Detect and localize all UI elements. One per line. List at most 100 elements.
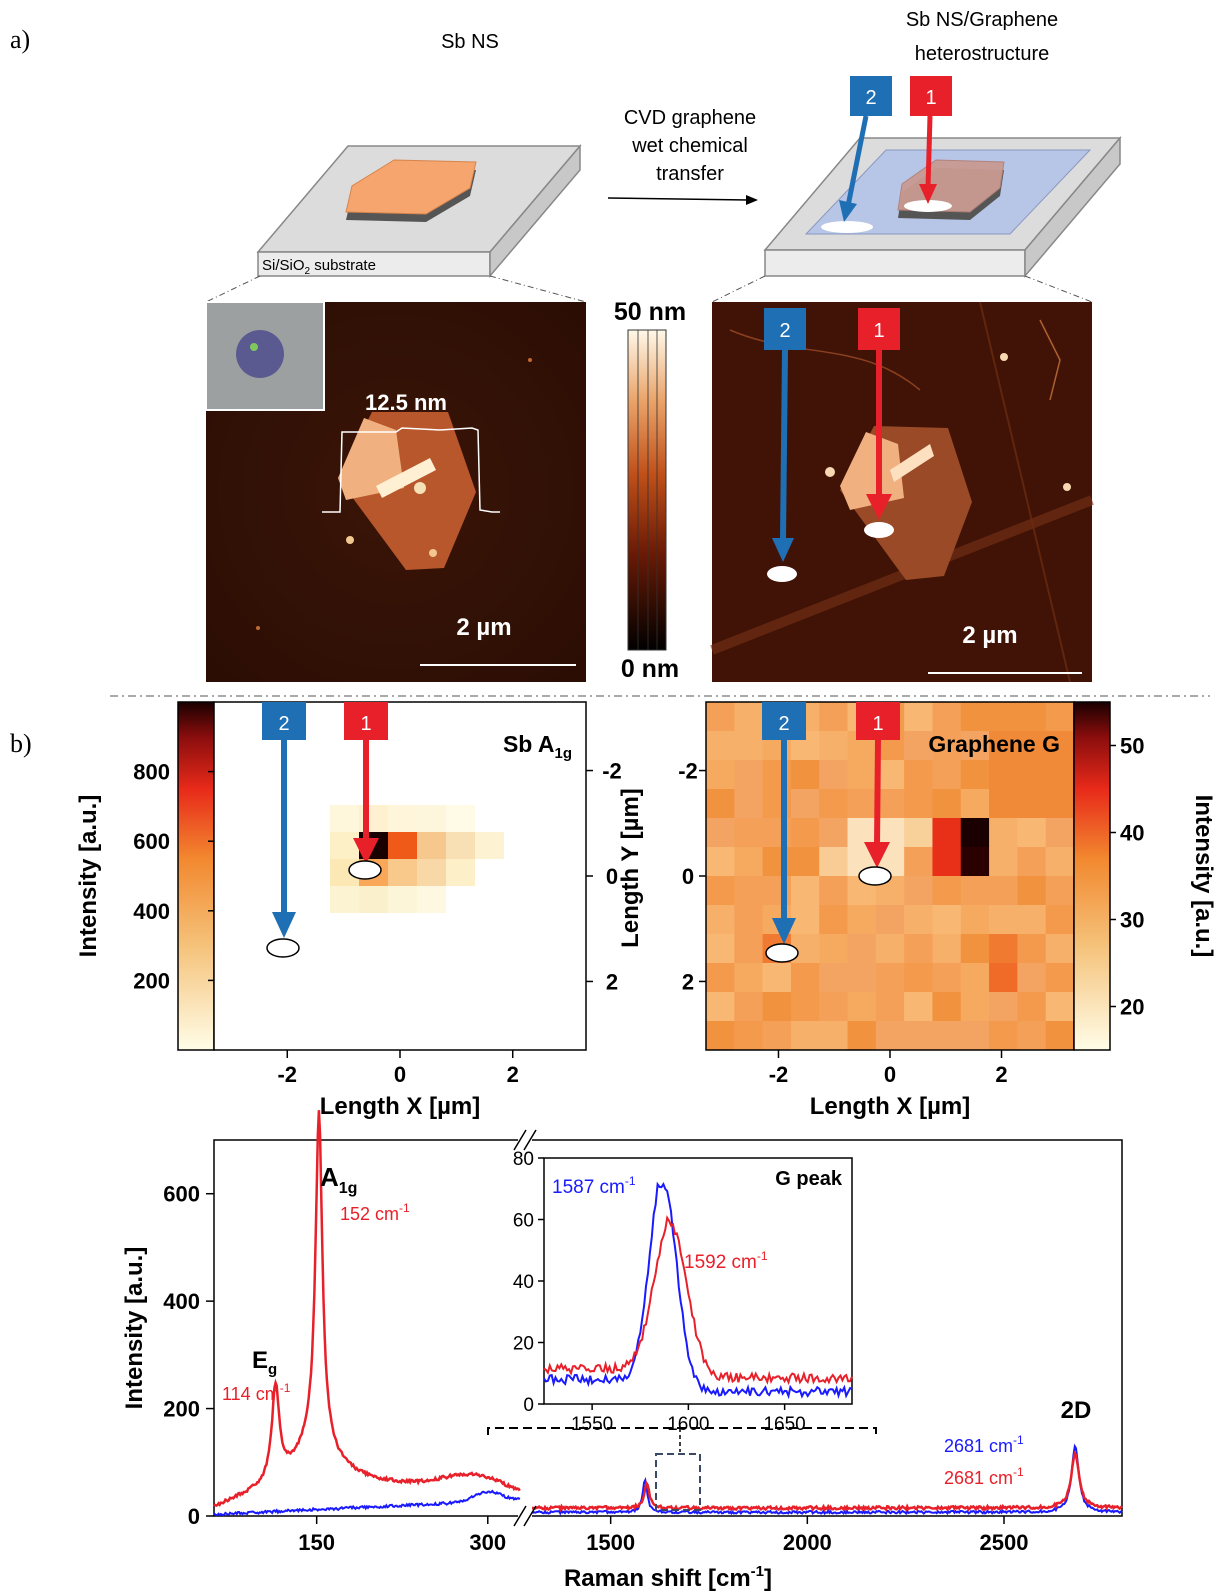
heatmap-graphene-cell (989, 934, 1018, 964)
heatmap-graphene-cell (819, 934, 849, 964)
heatmap-graphene-cell (790, 847, 820, 877)
heatmap-graphene-cell (989, 1021, 1018, 1051)
heatmap-graphene-cell (904, 847, 933, 877)
heatmap-graphene-cell (904, 1021, 933, 1051)
heatmap-gr-marker-1[interactable]: 1 (856, 702, 900, 886)
inset-blue-label: 1587 cm-1 (552, 1174, 636, 1198)
heatmap-graphene-cell (790, 760, 820, 790)
y-tick-label: 0 (606, 864, 618, 889)
heatmap-graphene-cell (904, 818, 933, 848)
x-tick-label: 0 (394, 1062, 406, 1087)
heatmap-graphene-cell (819, 847, 849, 877)
heatmap-graphene-cell (875, 905, 905, 935)
heatmap-right-colorbar: Intensity [a.u.] (1073, 701, 1217, 1051)
heatmap-graphene-cell (989, 789, 1018, 819)
heatmap-graphene-cell (847, 934, 877, 964)
heatmap-graphene-cell (1045, 789, 1075, 819)
right-title-2: heterostructure (915, 43, 1050, 65)
right-title-1: Sb NS/Graphene (906, 9, 1058, 31)
spectrum-y-label: Intensity [a.u.] (121, 1247, 148, 1410)
heatmap-graphene-cell (989, 702, 1018, 732)
heatmap-graphene-cell (1045, 702, 1075, 732)
spectrum-series-2 (213, 1443, 1123, 1518)
heatmap-graphene-cell (1017, 876, 1047, 906)
heatmap-graphene-cell (932, 1021, 962, 1051)
heatmap-sb-cell (446, 805, 475, 832)
heatmap-graphene-cell (706, 963, 735, 993)
heatmap-sb-cell (388, 805, 417, 832)
heatmap-graphene-cell (932, 789, 962, 819)
heatmap-graphene-cell (904, 731, 933, 761)
svg-text:1: 1 (873, 320, 884, 342)
y-axis-label: Length Y [µm] (617, 788, 644, 948)
x-axis-label-right: Length X [µm] (810, 1093, 970, 1120)
transfer-line-1: CVD graphene (624, 107, 756, 129)
right-substrate (763, 135, 1122, 279)
heatmap-graphene-cell (904, 963, 933, 993)
peak-2d-blue-value: 2681 cm-1 (944, 1433, 1024, 1456)
inset-y-tick-label: 0 (523, 1395, 534, 1416)
heatmap-graphene-cell (734, 992, 764, 1022)
inset-x-tick-label: 1650 (763, 1414, 805, 1435)
x-tick-label: -2 (277, 1062, 297, 1087)
heatmap-graphene-cell (989, 731, 1018, 761)
left-title: Sb NS (441, 31, 499, 53)
svg-text:1: 1 (360, 713, 371, 735)
heatmap-graphene-cell (989, 847, 1018, 877)
inset-y-tick-label: 40 (513, 1272, 534, 1293)
heatmap-graphene-cell (960, 992, 990, 1022)
heatmap-graphene-cell (989, 876, 1018, 906)
heatmap-graphene-cell (960, 818, 990, 848)
heatmap-sb-cell (330, 832, 359, 859)
heatmap-sb-cell (388, 859, 417, 886)
cb-right-tick-label: 20 (1120, 995, 1144, 1020)
heatmap-graphene-cell (706, 905, 735, 935)
heatmap-graphene-cell (875, 1021, 905, 1051)
heatmap-graphene-cell (1045, 760, 1075, 790)
heatmap-sb-marker-1[interactable]: 1 (344, 702, 388, 880)
heatmap-graphene-cell (706, 992, 735, 1022)
spectrum-x-label: Raman shift [cm-1] (564, 1563, 772, 1592)
afm-marker-1[interactable]: 1 (858, 308, 900, 520)
heatmap-graphene-cell (1017, 847, 1047, 877)
spectrum-x-tick-label: 1500 (586, 1530, 635, 1555)
heatmap-graphene-cell (1017, 905, 1047, 935)
inset-series-2 (543, 1181, 853, 1400)
heatmap-gr-marker-2[interactable]: 2 (762, 702, 806, 963)
heatmap-graphene-cell (819, 760, 849, 790)
heatmap-graphene-cell (932, 818, 962, 848)
heatmap-graphene-cell (762, 789, 792, 819)
heatmap-graphene-cell (904, 992, 933, 1022)
heatmap-graphene-cell (989, 992, 1018, 1022)
schematic-marker-2[interactable]: 2 (839, 76, 892, 222)
heatmap-graphene-cell (762, 992, 792, 1022)
heatmap-sb-marker-2[interactable]: 2 (262, 702, 306, 958)
heatmap-graphene-title: Graphene G (928, 731, 1060, 757)
afm-colorbar-max: 50 nm (614, 298, 686, 326)
inset-title: G peak (775, 1168, 843, 1190)
heatmap-graphene-cell (932, 934, 962, 964)
cb-right-label: Intensity [a.u.] (1190, 795, 1217, 958)
schematic-marker-1[interactable]: 1 (910, 76, 952, 204)
inset-x-tick-label: 1600 (667, 1414, 709, 1435)
spectrum-y-tick-label: 200 (163, 1397, 200, 1422)
heatmap-graphene-cell (734, 847, 764, 877)
heatmap-graphene-cell (904, 876, 933, 906)
heatmap-graphene-cell (706, 1021, 735, 1051)
heatmap-graphene-cell (932, 992, 962, 1022)
peak-eg-label: Eg (252, 1347, 277, 1378)
heatmap-sb-cell (417, 805, 446, 832)
heatmap-graphene-cell (734, 702, 764, 732)
heatmap-graphene-cell (819, 905, 849, 935)
heatmap-graphene-cell (932, 905, 962, 935)
afm-height-label: 12.5 nm (365, 390, 447, 415)
svg-text:2: 2 (278, 713, 289, 735)
heatmap-graphene-cell (989, 760, 1018, 790)
heatmap-sb-cell (446, 832, 475, 859)
heatmap-graphene-cell (932, 702, 962, 732)
heatmap-graphene-cell (932, 963, 962, 993)
projection-lines (205, 275, 1093, 303)
heatmap-graphene-cell (819, 731, 849, 761)
afm-marker-2[interactable]: 2 (764, 308, 806, 562)
cb-left-tick-label: 200 (133, 968, 170, 993)
